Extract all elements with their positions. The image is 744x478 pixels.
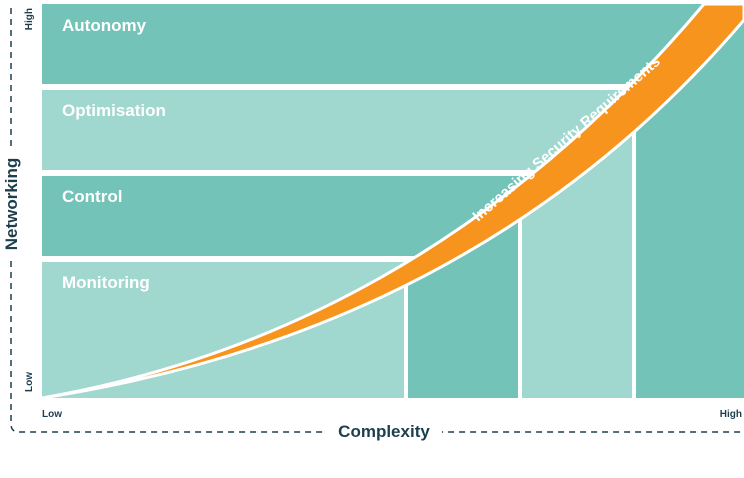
band-label-autonomy: Autonomy [62, 16, 147, 35]
band-label-optimisation: Optimisation [62, 101, 166, 120]
x-axis-title: Complexity [338, 422, 430, 441]
x-axis-low: Low [42, 409, 62, 420]
band-label-control: Control [62, 187, 122, 206]
y-axis-low: Low [24, 372, 35, 392]
band-label-monitoring: Monitoring [62, 273, 150, 292]
x-title-knockout [326, 420, 442, 442]
x-axis-high: High [720, 409, 742, 420]
band-autonomy [42, 4, 744, 84]
band-dividers [42, 85, 618, 261]
security-curve [40, 2, 744, 400]
axis-frame [10, 8, 744, 433]
y-title-knockout [2, 148, 20, 260]
y-axis-title: Networking [2, 158, 21, 251]
y-axis-high: High [24, 8, 35, 30]
